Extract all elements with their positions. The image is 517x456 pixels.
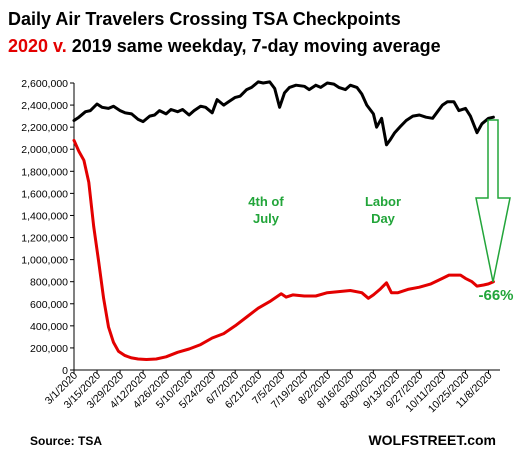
- y-tick-label: 2,000,000: [21, 144, 68, 156]
- subtitle-rest: 2019 same weekday, 7-day moving average: [72, 36, 441, 56]
- source-label: Source: TSA: [30, 434, 102, 448]
- y-tick-label: 2,200,000: [21, 122, 68, 134]
- series-lines: [72, 80, 495, 361]
- y-tick-label: 0: [62, 365, 68, 377]
- series-line-2020: [72, 138, 495, 361]
- july4-label-line1: 4th of: [248, 194, 284, 209]
- y-tick-label: 200,000: [30, 343, 68, 355]
- y-tick-label: 2,600,000: [21, 78, 68, 90]
- y-tick-label: 800,000: [30, 277, 68, 289]
- y-tick-label: 400,000: [30, 321, 68, 333]
- percent-change-label: -66%: [478, 287, 513, 304]
- y-tick-label: 600,000: [30, 299, 68, 311]
- y-tick-label: 2,400,000: [21, 100, 68, 112]
- chart-subtitle: 2020 v. 2019 same weekday, 7-day moving …: [8, 36, 441, 56]
- july4-label-line2: July: [253, 211, 280, 226]
- y-tick-label: 1,400,000: [21, 210, 68, 222]
- y-axis: 0 200,000 400,000 600,000 800,000 1,000,000 1,…: [21, 78, 75, 377]
- subtitle-highlight: 2020 v.: [8, 36, 67, 56]
- x-axis: 3/1/20203/15/20203/29/20204/12/20204/26/…: [43, 369, 500, 415]
- chart-title: Daily Air Travelers Crossing TSA Checkpo…: [8, 9, 401, 29]
- y-tick-label: 1,800,000: [21, 166, 68, 178]
- y-tick-label: 1,200,000: [21, 233, 68, 245]
- y-tick-label: 1,000,000: [21, 255, 68, 267]
- arrow-down-icon: [475, 119, 511, 283]
- laborday-label-line1: Labor: [365, 194, 401, 209]
- laborday-label-line2: Day: [371, 211, 396, 226]
- y-tick-label: 1,600,000: [21, 188, 68, 200]
- brand-label: WOLFSTREET.com: [368, 432, 496, 448]
- series-line-2019: [72, 80, 495, 147]
